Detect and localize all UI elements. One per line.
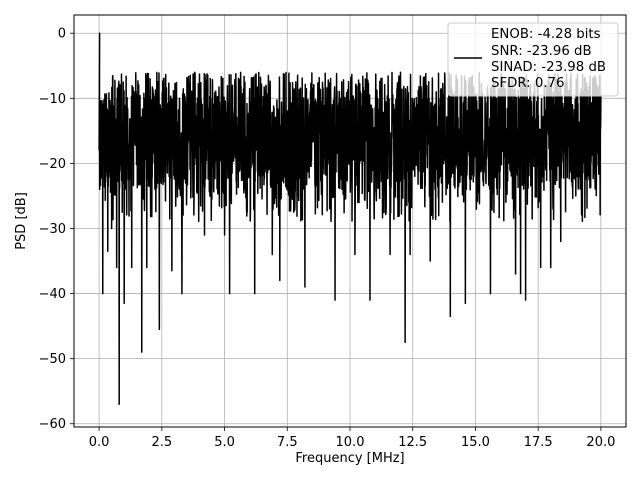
- y-tick-label: 0: [58, 27, 66, 42]
- x-tick-label: 10.0: [336, 435, 365, 450]
- x-axis-ticks: 0.0 2.5 5.0 7.5 10.0 12.5 15.0 17.5 20.0: [89, 427, 615, 450]
- y-tick-label: −50: [39, 352, 66, 367]
- y-axis-ticks: 0 −10 −20 −30 −40 −50 −60: [39, 27, 74, 432]
- x-tick-label: 2.5: [151, 435, 172, 450]
- x-tick-label: 0.0: [89, 435, 110, 450]
- y-tick-label: −20: [39, 157, 66, 172]
- legend-entry-snr: SNR: -23.96 dB: [491, 44, 592, 59]
- y-axis-title: PSD [dB]: [14, 192, 29, 250]
- y-tick-label: −40: [39, 287, 66, 302]
- y-tick-label: −60: [39, 417, 66, 432]
- y-tick-label: −10: [39, 92, 66, 107]
- legend-entry-enob: ENOB: -4.28 bits: [491, 27, 601, 42]
- x-tick-label: 15.0: [461, 435, 490, 450]
- x-tick-label: 12.5: [398, 435, 427, 450]
- legend-box: [447, 22, 619, 97]
- legend-entry-sfdr: SFDR: 0.76: [491, 76, 564, 91]
- y-tick-label: −30: [39, 222, 66, 237]
- x-tick-label: 17.5: [524, 435, 553, 450]
- psd-series-line: [98, 32, 602, 405]
- x-tick-label: 7.5: [277, 435, 298, 450]
- x-axis-title: Frequency [MHz]: [295, 451, 404, 466]
- x-tick-label: 20.0: [586, 435, 615, 450]
- legend: ENOB: -4.28 bits SNR: -23.96 dB SINAD: -…: [447, 22, 619, 97]
- x-tick-label: 5.0: [214, 435, 235, 450]
- legend-entry-sinad: SINAD: -23.98 dB: [491, 60, 606, 75]
